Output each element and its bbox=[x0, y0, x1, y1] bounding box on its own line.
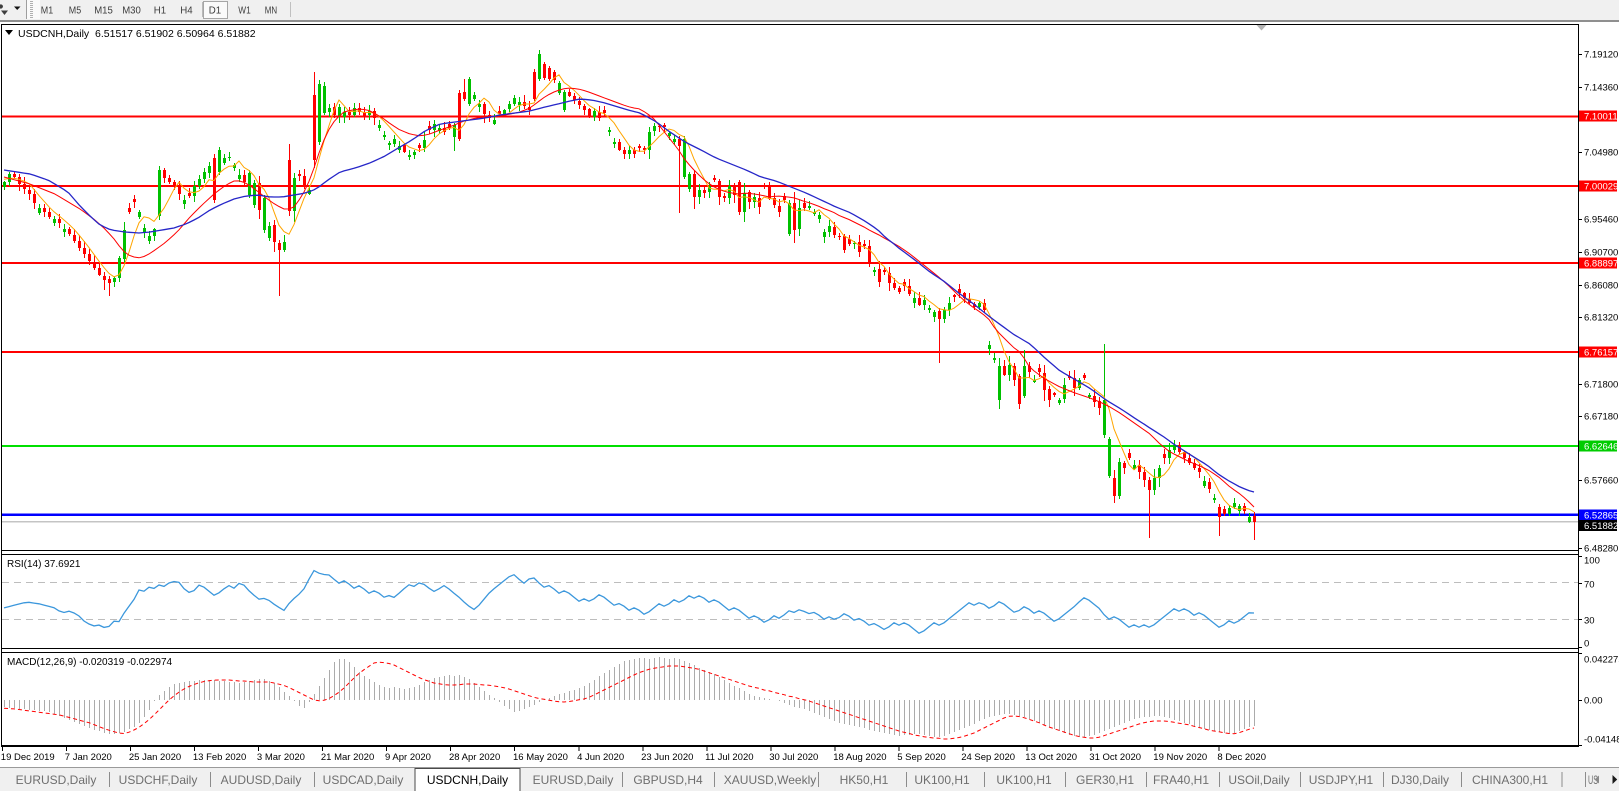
svg-text:W1: W1 bbox=[238, 6, 251, 17]
svg-text:28 Apr 2020: 28 Apr 2020 bbox=[449, 752, 500, 763]
svg-text:MACD(12,26,9) -0.020319 -0.022: MACD(12,26,9) -0.020319 -0.022974 bbox=[7, 657, 173, 668]
svg-text:EURUSD,Daily: EURUSD,Daily bbox=[16, 773, 97, 787]
svg-text:USDCHF,Daily: USDCHF,Daily bbox=[119, 773, 198, 787]
svg-text:7 Jan 2020: 7 Jan 2020 bbox=[65, 752, 112, 763]
svg-text:19 Nov 2020: 19 Nov 2020 bbox=[1153, 752, 1207, 763]
svg-text:-0.04148: -0.04148 bbox=[1584, 735, 1619, 746]
svg-text:6.86080: 6.86080 bbox=[1584, 281, 1618, 292]
svg-text:7.19120: 7.19120 bbox=[1584, 50, 1618, 61]
svg-text:16 May 2020: 16 May 2020 bbox=[513, 752, 568, 763]
svg-text:5 Sep 2020: 5 Sep 2020 bbox=[897, 752, 946, 763]
svg-text:D1: D1 bbox=[209, 6, 222, 17]
svg-text:13 Feb 2020: 13 Feb 2020 bbox=[193, 752, 246, 763]
svg-text:USOil,Daily: USOil,Daily bbox=[1228, 773, 1289, 787]
svg-text:AUDUSD,Daily: AUDUSD,Daily bbox=[221, 773, 302, 787]
svg-text:6.76157: 6.76157 bbox=[1584, 348, 1618, 359]
svg-text:M30: M30 bbox=[122, 6, 141, 17]
svg-text:13 Oct 2020: 13 Oct 2020 bbox=[1025, 752, 1077, 763]
svg-text:M1: M1 bbox=[41, 6, 54, 17]
svg-text:DJ30,Daily: DJ30,Daily bbox=[1391, 773, 1449, 787]
svg-text:6.88897: 6.88897 bbox=[1584, 259, 1618, 270]
svg-text:USDCNH,Daily 6.51517 6.51902: USDCNH,Daily 6.51517 6.51902 6.50964 6.5… bbox=[18, 28, 256, 40]
svg-text:US: US bbox=[1588, 773, 1598, 787]
svg-text:EURUSD,Daily: EURUSD,Daily bbox=[533, 773, 614, 787]
svg-text:7.04980: 7.04980 bbox=[1584, 148, 1618, 159]
svg-text:31 Oct 2020: 31 Oct 2020 bbox=[1089, 752, 1141, 763]
svg-text:H4: H4 bbox=[180, 6, 193, 17]
svg-text:M15: M15 bbox=[94, 6, 113, 17]
svg-text:8 Dec 2020: 8 Dec 2020 bbox=[1217, 752, 1266, 763]
svg-text:6.71800: 6.71800 bbox=[1584, 380, 1618, 391]
svg-text:6.90700: 6.90700 bbox=[1584, 248, 1618, 259]
svg-text:18 Aug 2020: 18 Aug 2020 bbox=[833, 752, 886, 763]
svg-text:7.10011: 7.10011 bbox=[1584, 112, 1618, 123]
svg-text:6.48280: 6.48280 bbox=[1584, 544, 1618, 555]
svg-text:USDCAD,Daily: USDCAD,Daily bbox=[323, 773, 404, 787]
svg-text:6.67180: 6.67180 bbox=[1584, 412, 1618, 423]
svg-text:6.81320: 6.81320 bbox=[1584, 313, 1618, 324]
svg-text:30: 30 bbox=[1584, 616, 1595, 627]
svg-text:4 Jun 2020: 4 Jun 2020 bbox=[577, 752, 624, 763]
svg-text:21 Mar 2020: 21 Mar 2020 bbox=[321, 752, 374, 763]
svg-text:23 Jun 2020: 23 Jun 2020 bbox=[641, 752, 693, 763]
svg-text:7.00029: 7.00029 bbox=[1584, 182, 1618, 193]
svg-text:0.00: 0.00 bbox=[1584, 696, 1603, 707]
svg-text:6.95460: 6.95460 bbox=[1584, 215, 1618, 226]
svg-text:30 Jul 2020: 30 Jul 2020 bbox=[769, 752, 818, 763]
svg-text:25 Jan 2020: 25 Jan 2020 bbox=[129, 752, 181, 763]
svg-text:UK100,H1: UK100,H1 bbox=[996, 773, 1052, 787]
svg-text:M5: M5 bbox=[69, 6, 82, 17]
svg-text:6.51882: 6.51882 bbox=[1584, 521, 1618, 532]
svg-text:HK50,H1: HK50,H1 bbox=[840, 773, 889, 787]
svg-text:100: 100 bbox=[1584, 556, 1600, 567]
svg-text:0.042275: 0.042275 bbox=[1584, 655, 1619, 666]
svg-text:USDJPY,H1: USDJPY,H1 bbox=[1309, 773, 1374, 787]
svg-text:FRA40,H1: FRA40,H1 bbox=[1153, 773, 1209, 787]
svg-text:24 Sep 2020: 24 Sep 2020 bbox=[961, 752, 1015, 763]
svg-text:MN: MN bbox=[265, 6, 277, 17]
svg-text:0: 0 bbox=[1584, 639, 1589, 650]
svg-text:GER30,H1: GER30,H1 bbox=[1076, 773, 1134, 787]
svg-text:USDCNH,Daily: USDCNH,Daily bbox=[427, 773, 508, 787]
svg-text:70: 70 bbox=[1584, 580, 1595, 591]
svg-text:19 Dec 2019: 19 Dec 2019 bbox=[1, 752, 55, 763]
svg-text:XAUUSD,Weekly: XAUUSD,Weekly bbox=[724, 773, 816, 787]
svg-text:CHINA300,H1: CHINA300,H1 bbox=[1472, 773, 1548, 787]
svg-text:3 Mar 2020: 3 Mar 2020 bbox=[257, 752, 305, 763]
svg-text:GBPUSD,H4: GBPUSD,H4 bbox=[633, 773, 703, 787]
svg-text:6.57660: 6.57660 bbox=[1584, 476, 1618, 487]
svg-text:UK100,H1: UK100,H1 bbox=[914, 773, 970, 787]
svg-text:H1: H1 bbox=[154, 6, 167, 17]
svg-text:6.62646: 6.62646 bbox=[1584, 442, 1618, 453]
svg-text:9 Apr 2020: 9 Apr 2020 bbox=[385, 752, 431, 763]
svg-text:6.52865: 6.52865 bbox=[1584, 511, 1618, 522]
svg-text:RSI(14) 37.6921: RSI(14) 37.6921 bbox=[7, 559, 81, 570]
svg-text:7.14360: 7.14360 bbox=[1584, 83, 1618, 94]
svg-text:11 Jul 2020: 11 Jul 2020 bbox=[705, 752, 753, 763]
